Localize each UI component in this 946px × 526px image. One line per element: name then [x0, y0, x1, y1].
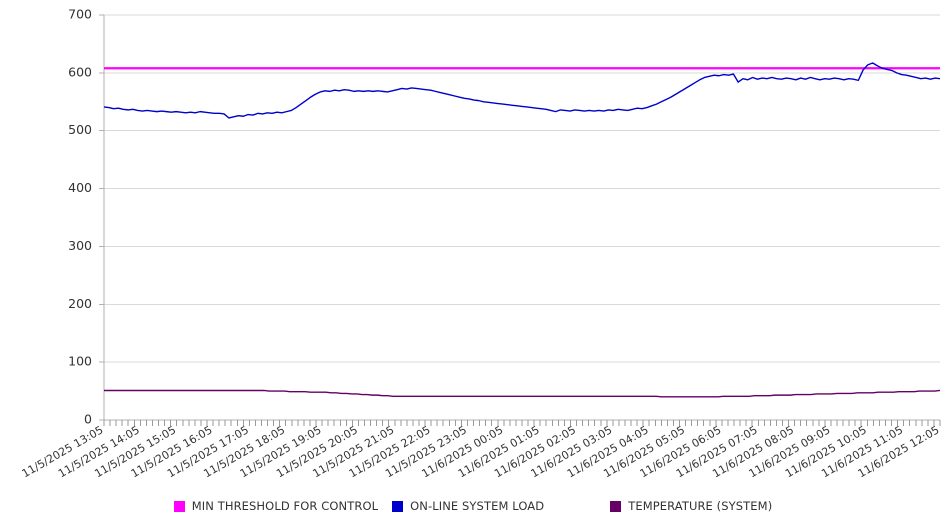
chart-legend: MIN THRESHOLD FOR CONTROL ON-LINE SYSTEM… — [0, 494, 946, 518]
y-axis-tick-label: 100 — [68, 354, 92, 369]
y-axis-tick-label: 300 — [68, 238, 92, 253]
y-axis-tick-label: 700 — [68, 7, 92, 22]
x-axis-minor-ticks — [103, 420, 941, 426]
legend-swatch-icon-0 — [173, 500, 185, 512]
series-group — [103, 62, 941, 398]
y-axis-tick-label: 500 — [68, 122, 92, 137]
y-axis-tick-label: 0 — [84, 412, 92, 427]
legend-item-min-threshold-for-control[interactable]: MIN THRESHOLD FOR CONTROL — [173, 499, 379, 513]
legend-swatch-icon-1 — [392, 500, 404, 512]
gridlines-group — [99, 14, 940, 421]
y-axis-tick-label: 400 — [68, 180, 92, 195]
y-axis-ticklabels: 0 100 200 300 400 500 600 700 — [68, 7, 92, 427]
legend-item-temperature-system[interactable]: TEMPERATURE (SYSTEM) — [610, 499, 772, 513]
legend-label-2: TEMPERATURE (SYSTEM) — [628, 499, 773, 513]
series-line-1 — [103, 62, 941, 119]
legend-item-on-line-system-load[interactable]: ON-LINE SYSTEM LOAD — [392, 499, 544, 513]
legend-label-1: ON-LINE SYSTEM LOAD — [410, 499, 545, 513]
legend-swatch-icon-2 — [610, 500, 622, 512]
legend-label-0: MIN THRESHOLD FOR CONTROL — [191, 499, 379, 513]
axis-lines — [103, 15, 940, 421]
y-axis-tick-label: 600 — [68, 64, 92, 79]
y-axis-tick-label: 200 — [68, 296, 92, 311]
series-line-2 — [104, 389, 941, 398]
